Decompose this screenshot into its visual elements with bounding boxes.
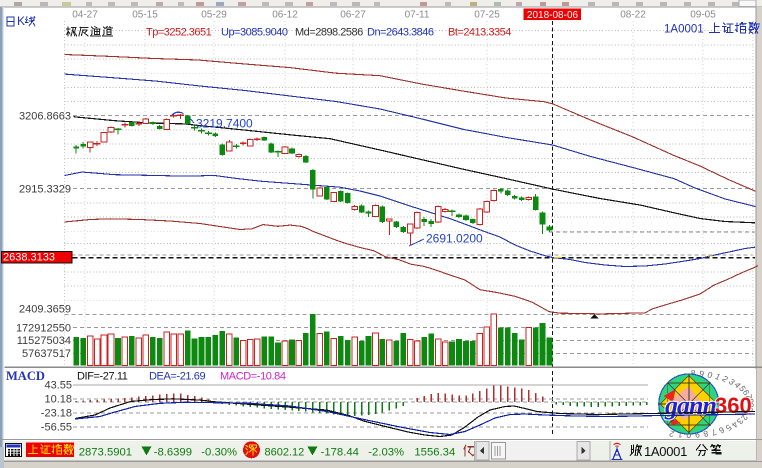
svg-text:10.18: 10.18 bbox=[44, 393, 72, 405]
svg-text:1556.34: 1556.34 bbox=[414, 447, 455, 459]
svg-text:8: 8 bbox=[690, 368, 696, 378]
svg-text:Md=2898.2586: Md=2898.2586 bbox=[295, 27, 363, 39]
svg-text:05-29: 05-29 bbox=[201, 10, 227, 21]
svg-text:Bt=2413.3354: Bt=2413.3354 bbox=[448, 27, 511, 39]
svg-text:5: 5 bbox=[737, 384, 748, 393]
svg-text:0: 0 bbox=[706, 369, 714, 380]
svg-text:09-05: 09-05 bbox=[690, 10, 716, 21]
svg-text:4: 4 bbox=[729, 420, 740, 430]
svg-text:-56.55: -56.55 bbox=[41, 421, 72, 433]
svg-text:9: 9 bbox=[746, 403, 756, 408]
svg-text:2409.3659: 2409.3659 bbox=[19, 303, 71, 315]
svg-text:2691.0200: 2691.0200 bbox=[426, 232, 483, 246]
svg-text:MACD: MACD bbox=[6, 369, 45, 383]
svg-text:8602.12: 8602.12 bbox=[265, 447, 305, 459]
svg-text:07-25: 07-25 bbox=[474, 10, 500, 21]
svg-text:9: 9 bbox=[698, 368, 705, 379]
svg-text:MACD=-10.84: MACD=-10.84 bbox=[220, 371, 286, 383]
svg-text:1A0001: 1A0001 bbox=[644, 444, 687, 459]
svg-text:3219.7400: 3219.7400 bbox=[196, 117, 253, 131]
svg-text:2638.3133: 2638.3133 bbox=[3, 252, 55, 264]
svg-text:0: 0 bbox=[686, 430, 691, 440]
svg-text:1: 1 bbox=[713, 371, 722, 382]
svg-text:DEA=-21.69: DEA=-21.69 bbox=[149, 371, 206, 383]
svg-text:9: 9 bbox=[694, 429, 700, 440]
svg-text:-178.44: -178.44 bbox=[321, 447, 359, 459]
svg-text:4: 4 bbox=[732, 380, 743, 390]
svg-text:2915.3329: 2915.3329 bbox=[19, 183, 71, 195]
svg-text:06-27: 06-27 bbox=[340, 10, 366, 21]
svg-text:7: 7 bbox=[744, 393, 755, 400]
svg-text:04-27: 04-27 bbox=[72, 10, 98, 21]
svg-text:6: 6 bbox=[717, 425, 727, 436]
svg-text:2: 2 bbox=[739, 413, 750, 422]
svg-text:K: K bbox=[17, 14, 25, 28]
svg-text:8: 8 bbox=[745, 398, 755, 404]
svg-text:07-11: 07-11 bbox=[405, 10, 430, 21]
svg-text:6: 6 bbox=[741, 388, 752, 396]
svg-text:Dn=2643.3846: Dn=2643.3846 bbox=[367, 27, 434, 39]
svg-text:-2.03%: -2.03% bbox=[368, 447, 404, 459]
svg-text:1A0001: 1A0001 bbox=[664, 24, 704, 36]
svg-text:3: 3 bbox=[727, 376, 738, 387]
svg-text:06-12: 06-12 bbox=[272, 10, 298, 21]
svg-text:2873.5901: 2873.5901 bbox=[79, 447, 132, 459]
svg-text:43.55: 43.55 bbox=[44, 379, 72, 391]
svg-text:57637517: 57637517 bbox=[22, 348, 71, 360]
svg-text:2018-08-06: 2018-08-06 bbox=[527, 10, 579, 21]
svg-text:-8.6399: -8.6399 bbox=[154, 447, 192, 459]
svg-text:5: 5 bbox=[723, 422, 733, 433]
svg-text:7: 7 bbox=[710, 427, 719, 438]
svg-text:172912550: 172912550 bbox=[16, 323, 71, 335]
svg-text:Up=3085.9040: Up=3085.9040 bbox=[221, 27, 288, 39]
svg-text:8: 8 bbox=[702, 428, 710, 439]
svg-text:0: 0 bbox=[745, 406, 756, 413]
svg-text:-23.18: -23.18 bbox=[41, 408, 72, 420]
svg-text:3206.8663: 3206.8663 bbox=[19, 110, 71, 122]
svg-text:Tp=3252.3651: Tp=3252.3651 bbox=[146, 27, 212, 39]
svg-text:08-22: 08-22 bbox=[620, 10, 646, 21]
svg-text:2: 2 bbox=[668, 428, 676, 439]
svg-text:-0.30%: -0.30% bbox=[201, 447, 237, 459]
svg-text:1: 1 bbox=[677, 429, 683, 440]
svg-text:05-15: 05-15 bbox=[132, 10, 158, 21]
svg-text:3: 3 bbox=[735, 417, 746, 427]
svg-text:115275034: 115275034 bbox=[17, 335, 71, 347]
svg-text:2: 2 bbox=[720, 373, 730, 384]
svg-text:DIF=-27.11: DIF=-27.11 bbox=[77, 371, 128, 383]
